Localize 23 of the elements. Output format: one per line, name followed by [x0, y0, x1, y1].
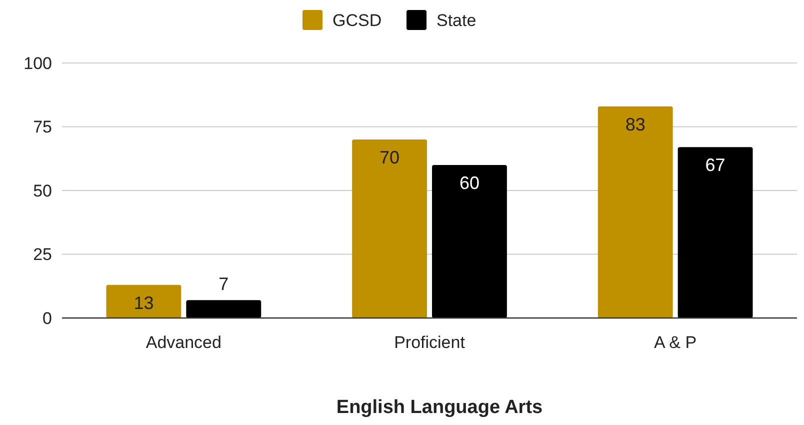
bar [678, 147, 753, 318]
data-label: 7 [218, 274, 229, 294]
data-label: 13 [134, 292, 154, 313]
legend-label: State [436, 10, 476, 30]
data-label: 60 [459, 173, 480, 193]
x-tick-label: A & P [654, 333, 697, 352]
data-label: 70 [380, 148, 400, 168]
bar [352, 140, 427, 318]
y-tick-label: 75 [33, 118, 52, 137]
y-tick-label: 0 [42, 308, 52, 328]
bar [598, 106, 673, 318]
data-label: 83 [625, 114, 646, 134]
x-tick-label: Advanced [146, 333, 222, 352]
y-tick-label: 50 [33, 181, 52, 200]
x-tick-label: Proficient [394, 333, 466, 352]
data-label: 67 [705, 155, 726, 176]
bar [432, 165, 507, 318]
bar [186, 300, 262, 318]
y-tick-label: 100 [24, 54, 52, 73]
y-tick-label: 25 [33, 245, 52, 264]
bar [106, 284, 182, 318]
x-axis-title: English Language Arts [336, 397, 543, 418]
legend-label: GCSD [332, 10, 382, 30]
